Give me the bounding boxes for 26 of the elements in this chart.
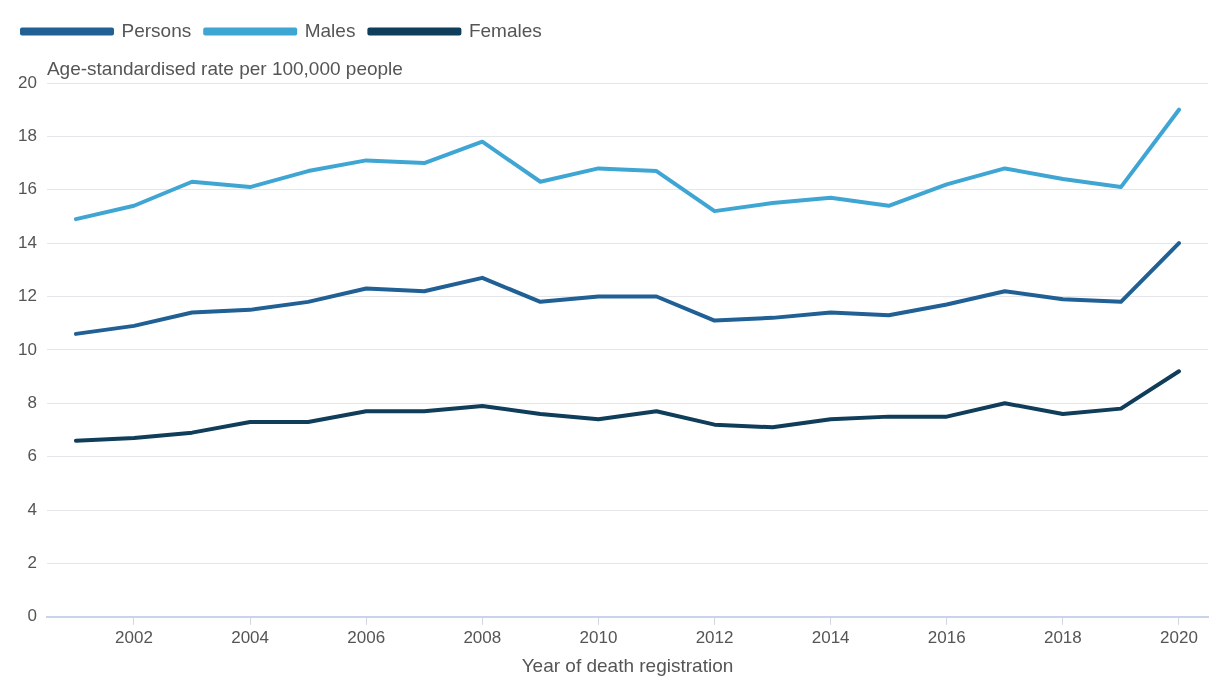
x-tick-label: 2006 [347, 627, 386, 647]
x-tick-label: 2014 [811, 627, 850, 647]
y-axis-title: Age-standardised rate per 100,000 people [46, 57, 403, 79]
y-tick-label: 6 [27, 446, 37, 466]
y-tick-label: 12 [17, 286, 37, 306]
y-tick-label: 16 [17, 179, 37, 199]
x-tick-label: 2002 [115, 627, 153, 647]
x-tick-label: 2016 [927, 627, 966, 647]
x-tick-label: 2012 [695, 627, 734, 647]
y-tick-label: 2 [27, 553, 37, 573]
legend-label: Males [304, 19, 356, 41]
y-tick-label: 8 [27, 392, 37, 412]
y-tick-label: 20 [17, 72, 37, 92]
x-tick-label: 2008 [463, 627, 502, 647]
x-tick-label: 2020 [1160, 627, 1198, 647]
x-tick-label: 2004 [231, 627, 270, 647]
y-tick-label: 4 [27, 499, 37, 519]
legend-label: Females [468, 19, 542, 41]
y-tick-label: 14 [17, 232, 37, 252]
x-tick-label: 2010 [579, 627, 618, 647]
x-tick-label: 2018 [1043, 627, 1082, 647]
y-tick-label: 18 [17, 126, 37, 146]
y-tick-label: 10 [17, 339, 37, 359]
x-axis-title: Year of death registration [521, 654, 734, 676]
legend-label: Persons [121, 19, 192, 41]
y-tick-label: 0 [27, 606, 37, 626]
